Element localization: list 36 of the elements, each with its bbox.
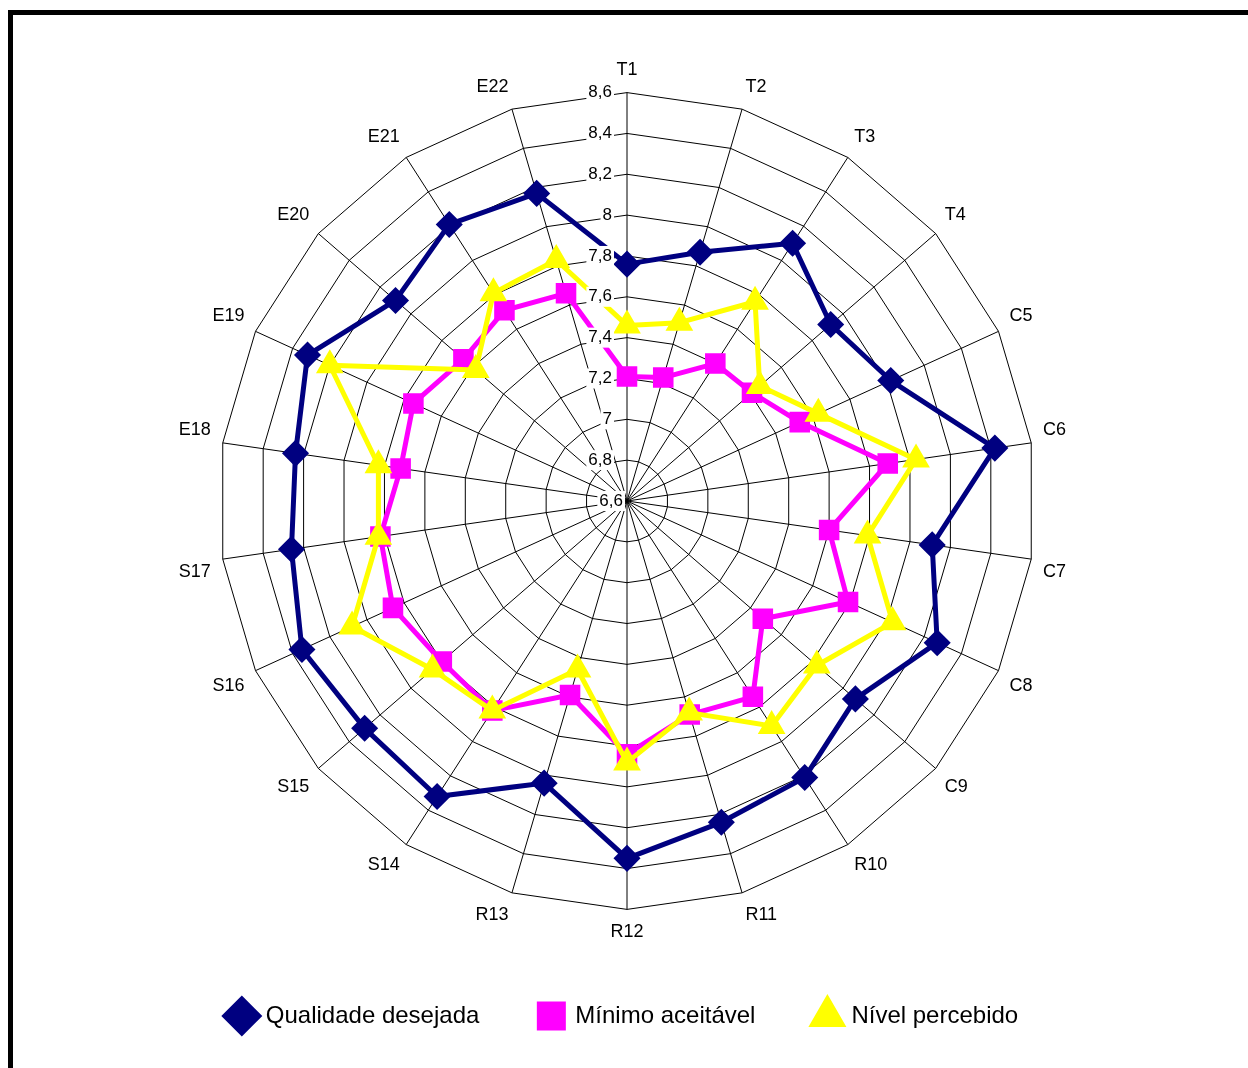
spoke-label: T4 [944,203,966,224]
y-tick-label: 6,6 [599,490,623,510]
legend-label: Nível percebido [851,1000,1019,1028]
spoke-label: R10 [854,854,888,875]
y-tick-label: 7,4 [588,327,612,347]
spoke-label: T1 [616,58,638,79]
spoke-label: S14 [367,854,400,875]
y-tick-label: 7,2 [588,368,612,388]
spoke-label: E22 [476,75,509,96]
spoke-label: E19 [212,304,245,325]
y-tick-label: 7,6 [588,286,612,306]
spoke-label: E18 [178,419,211,440]
spoke-label: C6 [1043,419,1067,440]
spoke-label: R13 [475,904,509,925]
y-tick-label: 7,8 [588,245,612,265]
spoke-label: R12 [610,921,644,942]
spoke-label: S16 [212,675,245,696]
spoke-label: C8 [1009,675,1033,696]
spoke-label: T2 [745,75,767,96]
spoke-label: E20 [277,203,310,224]
spoke-label: C5 [1009,304,1033,325]
spoke-label: S15 [277,776,310,797]
legend-label: Qualidade desejada [265,1000,480,1028]
spoke-label: T3 [854,125,876,146]
spoke-label: E21 [367,125,400,146]
y-tick-label: 6,8 [588,449,612,469]
spoke-label: S17 [178,560,211,581]
y-tick-label: 8 [602,204,612,224]
y-tick-label: 7 [602,409,612,429]
y-tick-label: 8,2 [588,163,612,183]
legend-label: Mínimo aceitável [575,1000,756,1028]
spoke-label: C9 [944,776,968,797]
y-tick-label: 8,4 [588,123,612,143]
spoke-label: R11 [745,904,778,925]
y-tick-label: 8,6 [588,82,612,102]
spoke-label: C7 [1043,560,1067,581]
